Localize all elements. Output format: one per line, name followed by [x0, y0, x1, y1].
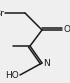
Text: Br: Br — [0, 8, 4, 18]
Text: O: O — [63, 25, 70, 35]
Text: N: N — [43, 59, 50, 67]
Text: HO: HO — [5, 70, 19, 80]
